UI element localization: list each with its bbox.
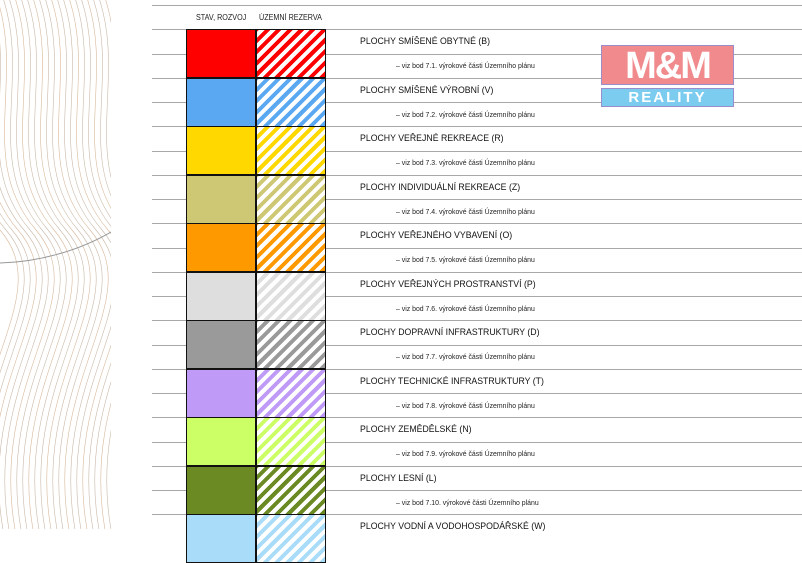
swatch-rezerva-hatched — [256, 368, 326, 418]
divider-line — [152, 296, 802, 297]
swatch-stav — [186, 174, 256, 224]
divider-line — [152, 441, 802, 443]
divider-line — [152, 465, 802, 467]
logo-reality: REALITY — [601, 88, 734, 107]
category-reference: – viz bod 7.1. výrokové části Územního p… — [396, 61, 535, 70]
category-label: PLOCHY ZEMĚDĚLSKÉ (N) — [360, 424, 472, 435]
divider-line — [152, 344, 802, 346]
logo-mm: M&M — [601, 45, 734, 86]
swatch-rezerva-hatched — [256, 77, 326, 127]
column-header-stav: STAV, ROZVOJ — [196, 13, 247, 22]
swatch-rezerva-hatched — [256, 320, 326, 369]
category-reference: – viz bod 7.5. výrokové části Územního p… — [396, 255, 535, 264]
divider-line — [152, 514, 802, 516]
divider-line — [152, 174, 802, 176]
swatch-rezerva-hatched — [256, 174, 326, 224]
category-reference: – viz bod 7.10. výrokové části Územního … — [396, 497, 539, 507]
swatch-rezerva-hatched — [256, 126, 326, 175]
swatch-rezerva-hatched — [256, 417, 326, 466]
swatch-stav — [186, 126, 256, 175]
divider-line — [152, 53, 802, 55]
swatch-stav — [186, 77, 256, 127]
swatch-stav — [186, 465, 256, 515]
swatch-stav — [186, 320, 256, 369]
divider-line — [152, 150, 802, 152]
swatch-stav — [186, 271, 256, 321]
column-header-rezerva: ÚZEMNÍ REZERVA — [259, 13, 322, 22]
swatch-stav — [186, 417, 256, 466]
category-label: PLOCHY INDIVIDUÁLNÍ REKREACE (Z) — [360, 181, 521, 193]
divider-line — [152, 77, 802, 79]
swatch-rezerva-hatched — [256, 514, 326, 563]
swatch-stav — [186, 368, 256, 418]
divider-line — [152, 247, 802, 249]
category-reference: – viz bod 7.7. výrokové části Územního p… — [396, 352, 535, 361]
category-label: PLOCHY VEŘEJNÉHO VYBAVENÍ (O) — [360, 230, 513, 241]
swatch-rezerva-hatched — [256, 465, 326, 515]
divider-line — [152, 102, 802, 103]
divider-line — [152, 126, 802, 128]
category-label: PLOCHY SMÍŠENÉ OBYTNÉ (B) — [360, 36, 491, 47]
category-reference: – viz bod 7.6. výrokové části Územního p… — [396, 303, 535, 313]
divider-line — [152, 271, 802, 273]
category-label: PLOCHY SMÍŠENÉ VÝROBNÍ (V) — [360, 84, 494, 96]
swatch-rezerva-hatched — [256, 271, 326, 321]
category-reference: – viz bod 7.3. výrokové části Územního p… — [396, 158, 535, 167]
swatch-rezerva-hatched — [256, 223, 326, 272]
category-reference: – viz bod 7.9. výrokové části Územního p… — [396, 449, 535, 458]
category-label: PLOCHY LESNÍ (L) — [360, 472, 437, 484]
divider-line — [152, 5, 802, 6]
category-reference: – viz bod 7.4. výrokové části Územního p… — [396, 206, 535, 216]
swatch-stav — [186, 514, 256, 563]
divider-line — [152, 490, 802, 491]
category-label: PLOCHY VODNÍ A VODOHOSPODÁŘSKÉ (W) — [360, 521, 546, 532]
divider-line — [152, 320, 802, 322]
category-label: PLOCHY VEŘEJNÝCH PROSTRANSTVÍ (P) — [360, 278, 536, 290]
divider-line — [152, 417, 802, 419]
topographic-map-fragment — [0, 0, 111, 529]
divider-line — [152, 393, 802, 394]
category-reference: – viz bod 7.2. výrokové části Územního p… — [396, 109, 535, 119]
mm-reality-logo: M&M REALITY — [601, 45, 734, 107]
swatch-rezerva-hatched — [256, 29, 326, 78]
divider-line — [152, 199, 802, 200]
divider-line — [152, 368, 802, 370]
category-label: PLOCHY TECHNICKÉ INFRASTRUKTURY (T) — [360, 375, 544, 387]
category-label: PLOCHY DOPRAVNÍ INFRASTRUKTURY (D) — [360, 327, 540, 338]
divider-line — [152, 223, 802, 225]
category-label: PLOCHY VEŘEJNÉ REKREACE (R) — [360, 133, 504, 144]
divider-line — [152, 29, 802, 31]
swatch-stav — [186, 29, 256, 78]
swatch-stav — [186, 223, 256, 272]
category-reference: – viz bod 7.8. výrokové části Územního p… — [396, 400, 535, 410]
